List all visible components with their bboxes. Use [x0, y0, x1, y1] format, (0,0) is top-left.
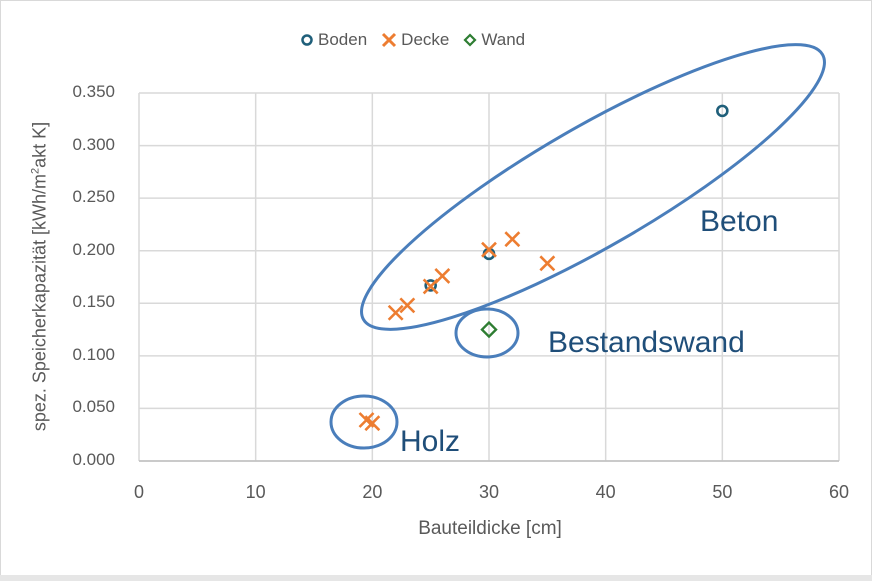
y-tick-label: 0.000	[72, 450, 115, 469]
annotation-bestandswand: Bestandswand	[548, 326, 745, 359]
legend-item-decke: Decke	[381, 30, 449, 50]
bottom-bar	[0, 575, 872, 581]
y-tick-label: 0.300	[72, 134, 115, 154]
x-axis-label: Bauteildicke [cm]	[418, 518, 562, 539]
data-point-wand	[480, 320, 498, 339]
data-point-boden	[716, 104, 729, 118]
legend: Boden Decke Wand	[300, 30, 525, 50]
y-tick-label: 0.150	[72, 292, 115, 312]
x-tick-label: 60	[828, 482, 850, 502]
legend-item-wand: Wand	[463, 30, 525, 50]
circle-marker-icon	[301, 34, 313, 46]
data-point-boden	[424, 279, 437, 292]
ellipse-beton	[360, 43, 826, 331]
data-point-decke	[364, 415, 381, 432]
data-point-decke	[399, 297, 416, 314]
y-tick-label: 0.250	[72, 187, 115, 207]
ellipse-bestandswand	[454, 307, 520, 359]
annotation-holz: Holz	[400, 425, 461, 458]
data-point-decke	[434, 268, 451, 284]
x-tick-label: 30	[478, 482, 500, 502]
legend-label-boden: Boden	[318, 30, 368, 49]
data-point-decke	[539, 255, 556, 272]
legend-label-decke: Decke	[401, 30, 450, 49]
annotation-beton: Beton	[700, 205, 779, 238]
legend-item-boden: Boden	[300, 30, 367, 50]
diamond-marker-icon	[463, 33, 477, 47]
x-tick-label: 40	[595, 482, 616, 502]
ellipse-holz	[329, 394, 399, 450]
x-tick-label: 20	[362, 482, 383, 502]
y-tick-label: 0.350	[72, 82, 115, 101]
data-point-decke	[504, 231, 521, 248]
y-tick-label: 0.100	[72, 344, 115, 364]
x-tick-label: 50	[712, 482, 733, 502]
data-point-decke	[387, 304, 404, 321]
x-tick-label: 10	[245, 482, 266, 502]
y-tick-label: 0.200	[72, 239, 115, 259]
legend-label-wand: Wand	[481, 30, 526, 49]
data-point-decke	[481, 241, 497, 258]
x-marker-icon	[382, 32, 397, 48]
x-tick-label: 0	[133, 482, 144, 502]
y-axis-label: spez. Speicherkapazität [kWh/m2akt K]	[29, 121, 50, 432]
y-tick-label: 0.050	[72, 397, 115, 417]
